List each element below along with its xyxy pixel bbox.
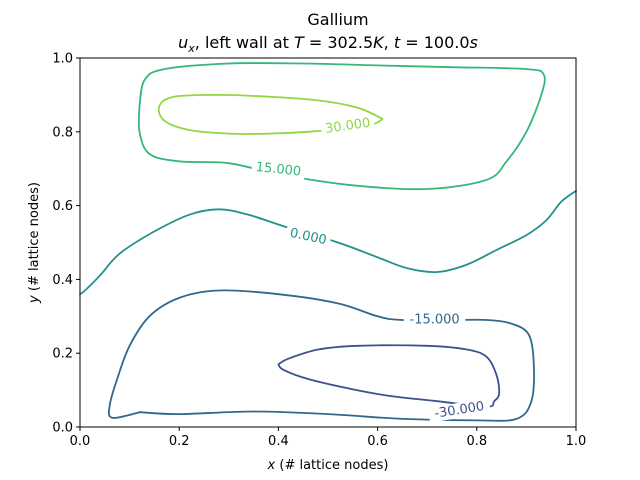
subtitle-var-sub: x xyxy=(187,42,195,55)
x-tick-label-2: 0.4 xyxy=(268,434,289,449)
x-tick-label-5: 1.0 xyxy=(566,434,587,449)
contour-line-4 xyxy=(277,344,501,408)
contour-label-0: 30.000 xyxy=(324,116,371,137)
contour-label-3: -15.000 xyxy=(410,313,460,328)
subtitle-K-unit: K xyxy=(373,33,385,52)
x-tick-label-0: 0.0 xyxy=(70,434,91,449)
contour-label-bg-3 xyxy=(403,312,466,328)
subtitle-separator: , xyxy=(384,33,394,52)
plot-frame xyxy=(79,57,577,428)
contour-label-2: 0.000 xyxy=(288,226,328,248)
y-axis-label-symbol: y xyxy=(27,295,42,304)
chart-subtitle: ux, left wall at T = 302.5K, t = 100.0s xyxy=(178,33,478,55)
chart-title: Gallium xyxy=(307,10,368,29)
y-axis-ticks: 0.0 0.2 0.4 0.6 0.8 1.0 xyxy=(52,52,80,436)
subtitle-var: u xyxy=(178,33,188,52)
subtitle-T-value: = 302.5 xyxy=(304,33,373,52)
contour-label-bg-4 xyxy=(427,398,491,423)
y-tick-label-0: 0.0 xyxy=(52,421,73,436)
x-axis-label-symbol: x xyxy=(267,458,276,473)
subtitle-s-unit: s xyxy=(470,33,478,52)
contour-label-bg-0 xyxy=(320,115,376,138)
y-axis-label: y (# lattice nodes) xyxy=(27,182,42,304)
x-axis-label: x (# lattice nodes) xyxy=(267,458,389,473)
subtitle-t-symbol: t xyxy=(394,33,401,52)
subtitle-wall-text: , left wall at xyxy=(195,33,294,52)
contour-label-bg-2 xyxy=(284,224,332,250)
y-tick-label-1: 0.2 xyxy=(52,347,73,362)
y-axis-label-text: (# lattice nodes) xyxy=(27,182,42,295)
y-tick-label-4: 0.8 xyxy=(52,125,73,140)
x-axis-ticks: 0.0 0.2 0.4 0.6 0.8 1.0 xyxy=(70,427,587,449)
y-tick-label-2: 0.4 xyxy=(52,273,73,288)
subtitle-T-symbol: T xyxy=(294,33,305,52)
contour-label-1: 15.000 xyxy=(255,160,302,180)
x-axis-label-text: (# lattice nodes) xyxy=(275,458,388,473)
x-tick-label-1: 0.2 xyxy=(169,434,190,449)
y-tick-label-3: 0.6 xyxy=(52,199,73,214)
x-tick-label-3: 0.6 xyxy=(367,434,388,449)
contour-label-bg-1 xyxy=(251,159,306,181)
contour-line-1 xyxy=(137,62,546,191)
x-tick-label-4: 0.8 xyxy=(466,434,487,449)
y-tick-label-5: 1.0 xyxy=(52,52,73,67)
subtitle-t-value: = 100.0 xyxy=(400,33,469,52)
contour-line-2 xyxy=(79,189,577,296)
